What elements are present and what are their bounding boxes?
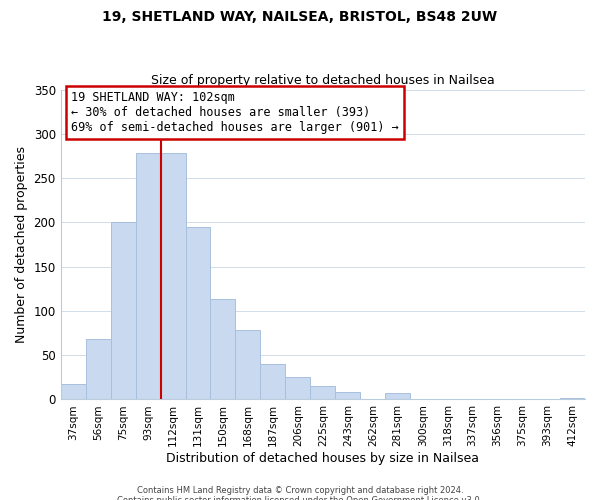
Text: Contains HM Land Registry data © Crown copyright and database right 2024.: Contains HM Land Registry data © Crown c… [137, 486, 463, 495]
Bar [211, 300, 235, 400]
X-axis label: Distribution of detached houses by size in Nailsea: Distribution of detached houses by size … [166, 452, 479, 465]
Bar [136, 154, 161, 400]
Bar [86, 339, 110, 400]
Text: Contains public sector information licensed under the Open Government Licence v3: Contains public sector information licen… [118, 496, 482, 500]
Y-axis label: Number of detached properties: Number of detached properties [15, 146, 28, 343]
Title: Size of property relative to detached houses in Nailsea: Size of property relative to detached ho… [151, 74, 495, 87]
Bar [61, 384, 86, 400]
Bar [235, 330, 260, 400]
Bar [335, 392, 360, 400]
Bar [260, 364, 286, 400]
Text: 19 SHETLAND WAY: 102sqm
← 30% of detached houses are smaller (393)
69% of semi-d: 19 SHETLAND WAY: 102sqm ← 30% of detache… [71, 91, 399, 134]
Bar [560, 398, 585, 400]
Bar [185, 227, 211, 400]
Bar [385, 394, 410, 400]
Bar [110, 222, 136, 400]
Bar [161, 154, 185, 400]
Bar [310, 386, 335, 400]
Text: 19, SHETLAND WAY, NAILSEA, BRISTOL, BS48 2UW: 19, SHETLAND WAY, NAILSEA, BRISTOL, BS48… [103, 10, 497, 24]
Bar [286, 378, 310, 400]
